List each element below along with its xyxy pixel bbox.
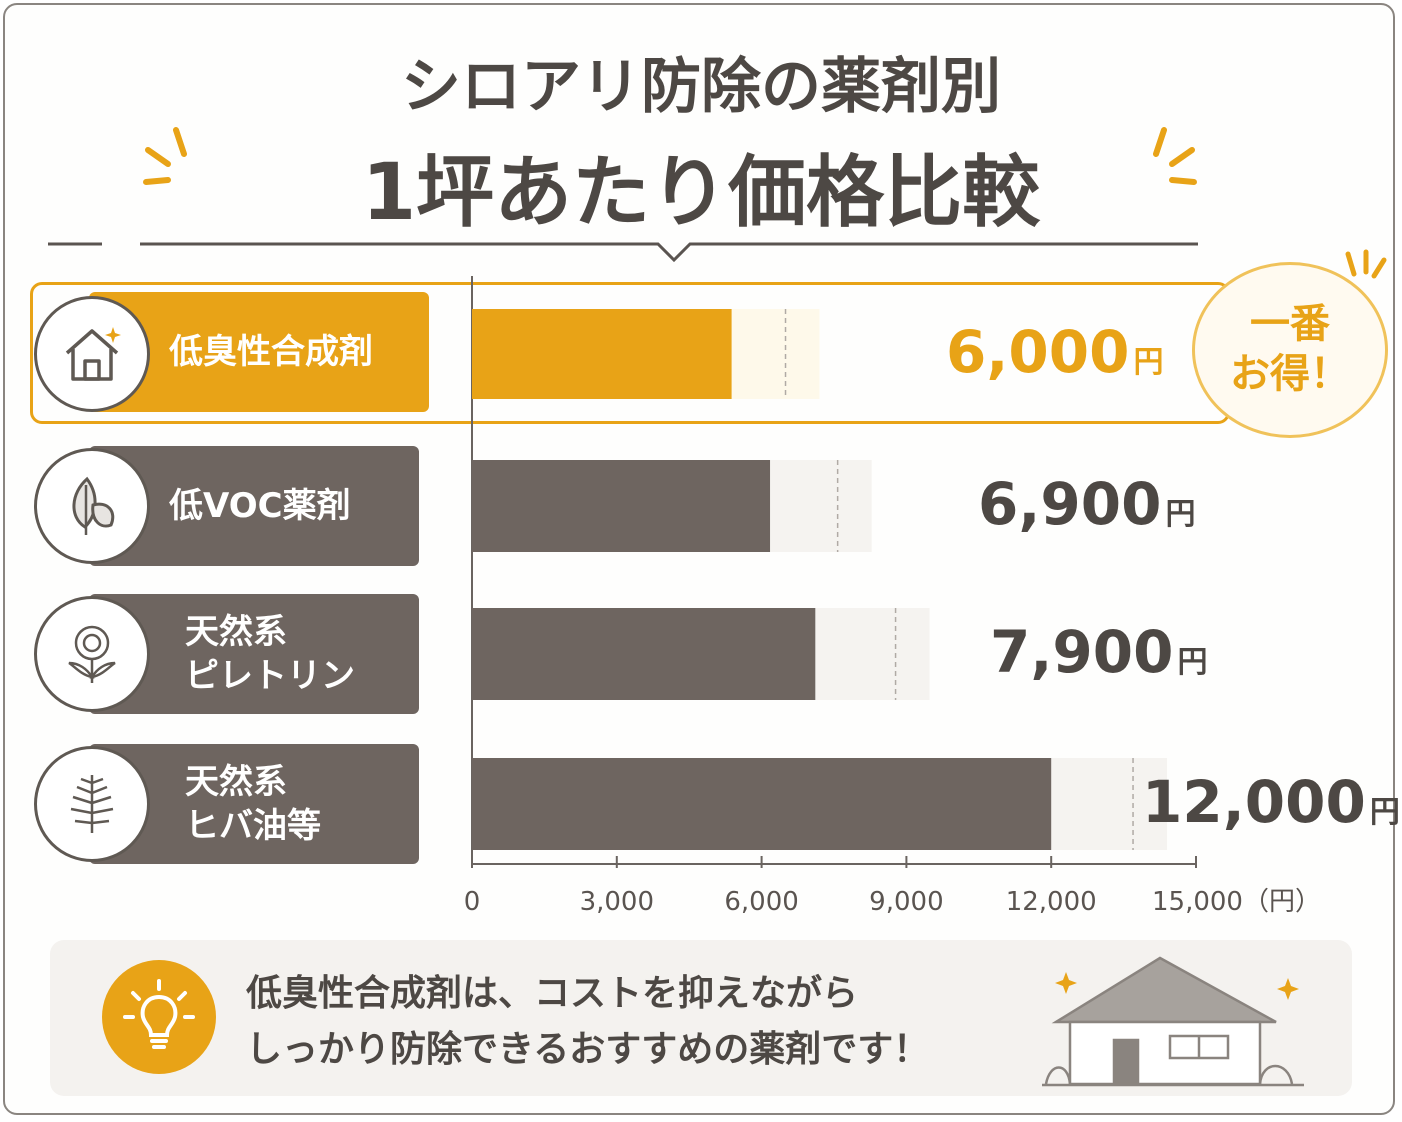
lightbulb-icon	[102, 960, 216, 1074]
value-number: 12,000	[1142, 768, 1366, 836]
bar	[472, 758, 1052, 850]
tip-line-1: 低臭性合成剤は、コストを抑えながら	[246, 973, 859, 1014]
tip-line-2: しっかり防除できるおすすめの薬剤です！	[246, 1029, 930, 1070]
leaf-icon	[34, 448, 150, 564]
value-unit: 円	[1369, 795, 1400, 830]
value-label: 6,000 円	[946, 318, 1163, 386]
chart-subtitle: 1坪あたり価格比較	[361, 148, 1041, 238]
bar	[472, 309, 732, 399]
bar	[472, 460, 771, 552]
x-tick-label: 6,000	[724, 887, 798, 917]
flower-icon	[34, 596, 150, 712]
best-value-badge: 一番 お得！	[1192, 262, 1388, 438]
chart-title: シロアリ防除の薬剤別	[401, 52, 1001, 122]
x-tick-label: 12,000	[1006, 887, 1097, 917]
value-number: 7,900	[990, 618, 1174, 686]
value-unit: 円	[1133, 345, 1164, 380]
bar-chart: 0 3,000 6,000 9,000 12,000 15,000（円）	[464, 276, 1321, 917]
title-divider	[48, 242, 1198, 263]
cypress-icon	[34, 746, 150, 862]
value-number: 6,000	[946, 318, 1130, 386]
value-label: 7,900 円	[990, 618, 1207, 686]
value-label: 6,900 円	[978, 470, 1195, 538]
value-unit: 円	[1177, 645, 1208, 680]
value-label: 12,000 円	[1142, 768, 1400, 836]
value-number: 6,900	[978, 470, 1162, 538]
sparkle-right-icon	[1153, 127, 1197, 185]
x-tick-label: 15,000（円）	[1152, 887, 1321, 917]
category-name: 低VOC薬剤	[89, 446, 419, 566]
house-illustration-icon	[1042, 956, 1304, 1087]
tip-text: 低臭性合成剤は、コストを抑えながら しっかり防除できるおすすめの薬剤です！	[246, 966, 929, 1078]
value-unit: 円	[1165, 497, 1196, 532]
bar	[472, 608, 816, 700]
x-tick-label: 9,000	[869, 887, 943, 917]
tip-box: 低臭性合成剤は、コストを抑えながら しっかり防除できるおすすめの薬剤です！	[50, 940, 1352, 1096]
house-icon	[34, 296, 150, 412]
x-tick-label: 0	[464, 887, 481, 917]
sparkle-left-icon	[143, 127, 187, 185]
badge-sparkle-icon	[1345, 249, 1387, 279]
x-tick-label: 3,000	[580, 887, 654, 917]
